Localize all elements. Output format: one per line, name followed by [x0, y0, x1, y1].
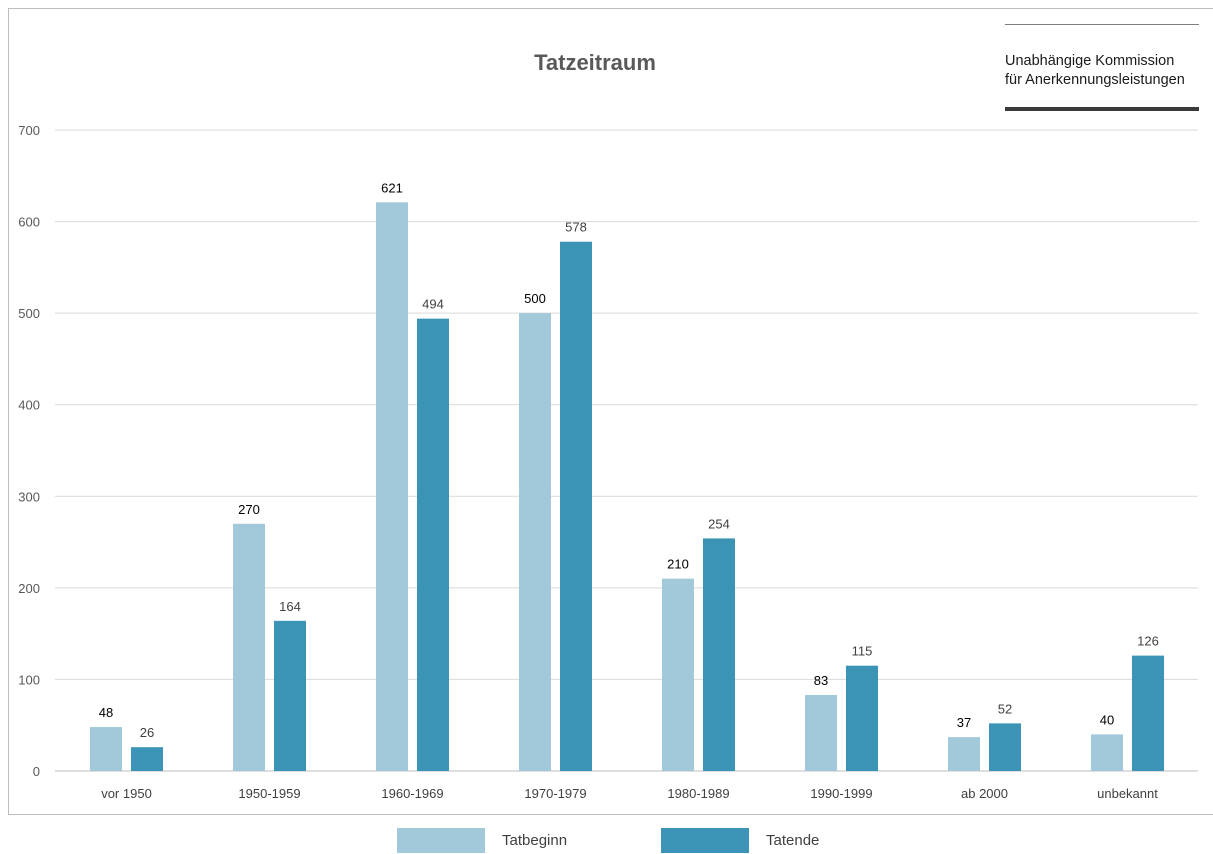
- data-label-tatende-0: 26: [140, 725, 154, 740]
- bar-tatbeginn-1: [233, 523, 265, 771]
- y-tick-label-300: 300: [18, 489, 40, 504]
- y-tick-label-700: 700: [18, 123, 40, 138]
- bar-tatende-6: [989, 723, 1021, 771]
- y-tick-label-500: 500: [18, 306, 40, 321]
- x-axis: vor 1950 1950-1959 1960-1969 1970-1979 1980-…: [101, 786, 1158, 801]
- data-label-tatbeginn-5: 83: [814, 673, 828, 688]
- data-label-tatende-2: 494: [422, 297, 444, 312]
- y-axis: 0 100 200 300 400 500 600 700: [18, 123, 40, 779]
- y-tick-label-200: 200: [18, 581, 40, 596]
- bar-tatende-5: [846, 665, 878, 771]
- bar-tatende-1: [274, 620, 306, 771]
- x-tick-label-7: unbekannt: [1097, 786, 1158, 801]
- bar-tatbeginn-3: [519, 313, 551, 771]
- bar-tatbeginn-5: [805, 694, 837, 771]
- data-labels: 48 26 270 164 621 494 500 578 210 254 83 115 37 52 40 1…: [99, 180, 1159, 740]
- legend-item-tatende: Tatende: [661, 828, 819, 853]
- chart-frame: [8, 8, 1213, 815]
- data-label-tatende-3: 578: [565, 220, 587, 235]
- bar-tatbeginn-0: [90, 727, 122, 771]
- data-label-tatende-6: 52: [998, 701, 1012, 716]
- data-label-tatbeginn-6: 37: [957, 715, 971, 730]
- x-tick-label-0: vor 1950: [101, 786, 152, 801]
- bar-tatbeginn-7: [1091, 734, 1123, 771]
- bar-tatende-4: [703, 538, 735, 771]
- bar-tatende-3: [560, 241, 592, 771]
- data-label-tatende-1: 164: [279, 599, 301, 614]
- data-label-tatende-4: 254: [708, 516, 730, 531]
- data-label-tatbeginn-2: 621: [381, 180, 403, 195]
- x-tick-label-1: 1950-1959: [238, 786, 300, 801]
- legend-label-tatbeginn: Tatbeginn: [502, 832, 568, 849]
- bar-tatende-2: [417, 318, 449, 771]
- bar-tatbeginn-2: [376, 202, 408, 771]
- legend-swatch-tatende: [661, 828, 749, 853]
- bar-tatende-0: [131, 747, 163, 771]
- logo-top-rule: [1005, 24, 1199, 25]
- x-tick-label-4: 1980-1989: [667, 786, 729, 801]
- legend-label-tatende: Tatende: [766, 832, 820, 849]
- data-label-tatbeginn-4: 210: [667, 557, 689, 572]
- legend-item-tatbeginn: Tatbeginn: [397, 828, 567, 853]
- bars: [90, 202, 1164, 771]
- logo-line-1: Unabhängige Kommission: [1005, 53, 1175, 69]
- x-tick-label-2: 1960-1969: [381, 786, 443, 801]
- data-label-tatbeginn-3: 500: [524, 291, 546, 306]
- x-tick-label-5: 1990-1999: [810, 786, 872, 801]
- bar-tatende-7: [1132, 655, 1164, 771]
- x-tick-label-3: 1970-1979: [524, 786, 586, 801]
- gridlines: [55, 129, 1198, 772]
- x-tick-label-6: ab 2000: [961, 786, 1008, 801]
- logo-bottom-rule: [1005, 107, 1199, 111]
- y-tick-label-100: 100: [18, 672, 40, 687]
- chart-title: Tatzeitraum: [534, 50, 656, 75]
- data-label-tatbeginn-0: 48: [99, 705, 113, 720]
- y-tick-label-600: 600: [18, 215, 40, 230]
- commission-logo: Unabhängige Kommission für Anerkennungsl…: [1005, 24, 1199, 111]
- data-label-tatende-5: 115: [852, 644, 873, 659]
- y-tick-label-0: 0: [33, 764, 40, 779]
- data-label-tatbeginn-7: 40: [1100, 712, 1114, 727]
- legend: Tatbeginn Tatende: [0, 828, 1213, 854]
- bar-tatbeginn-4: [662, 578, 694, 771]
- data-label-tatbeginn-1: 270: [238, 502, 260, 517]
- bar-tatbeginn-6: [948, 737, 980, 771]
- logo-line-2: für Anerkennungsleistungen: [1005, 72, 1185, 88]
- data-label-tatende-7: 126: [1137, 634, 1159, 649]
- y-tick-label-400: 400: [18, 398, 40, 413]
- legend-swatch-tatbeginn: [397, 828, 485, 853]
